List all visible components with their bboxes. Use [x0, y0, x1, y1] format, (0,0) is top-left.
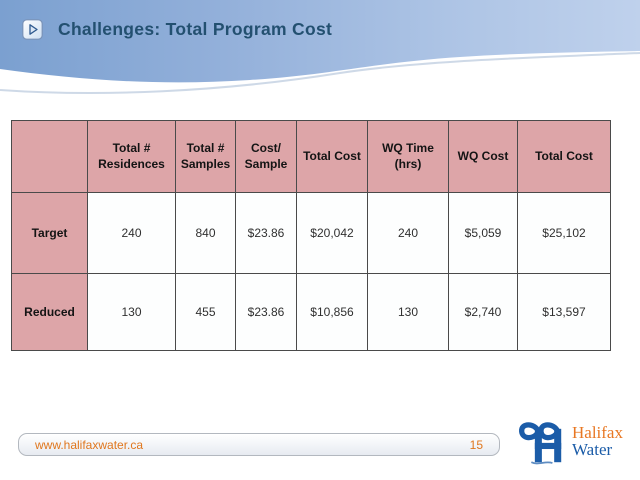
header-wave: [0, 0, 640, 96]
logo-halifax-label: Halifax: [572, 422, 623, 442]
logo-text: Halifax Water: [572, 422, 623, 459]
table-header-cell: Total Cost: [517, 120, 611, 193]
table-header-row: Total # Residences Total # Samples Cost/…: [11, 120, 611, 193]
table-header-cell: Cost/ Sample: [235, 120, 297, 193]
page-title: Challenges: Total Program Cost: [58, 19, 333, 39]
table-header-cell: Total # Residences: [87, 120, 176, 193]
table-cell: 840: [175, 192, 236, 274]
table-row: Reduced 130 455 $23.86 $10,856 130 $2,74…: [11, 273, 611, 351]
table-header-cell: Total Cost: [296, 120, 368, 193]
table-cell: $23.86: [235, 273, 297, 351]
logo-water-label: Water: [572, 440, 613, 459]
table-cell: $25,102: [517, 192, 611, 274]
table-cell: $20,042: [296, 192, 368, 274]
table-cell: $10,856: [296, 273, 368, 351]
cost-table: Total # Residences Total # Samples Cost/…: [11, 120, 611, 351]
halifax-water-logo: Halifax Water: [512, 411, 638, 473]
title-row: Challenges: Total Program Cost: [22, 19, 332, 40]
halifax-water-h-mark-icon: [519, 422, 562, 465]
table-header-cell: WQ Time (hrs): [367, 120, 449, 193]
footer-bar: www.halifaxwater.ca 15: [18, 433, 500, 456]
table-cell: $23.86: [235, 192, 297, 274]
row-label-cell: Reduced: [11, 273, 88, 351]
table-cell: 130: [87, 273, 176, 351]
table-cell: $5,059: [448, 192, 518, 274]
row-label-cell: Target: [11, 192, 88, 274]
table-cell: 455: [175, 273, 236, 351]
footer-url: www.halifaxwater.ca: [35, 437, 144, 452]
table-cell: 240: [87, 192, 176, 274]
table-header-cell: WQ Cost: [448, 120, 518, 193]
table-cell: 240: [367, 192, 449, 274]
page-number: 15: [469, 437, 483, 452]
table-cell: $2,740: [448, 273, 518, 351]
table-cell: 130: [367, 273, 449, 351]
table-row: Target 240 840 $23.86 $20,042 240 $5,059…: [11, 192, 611, 274]
table-header-cell: Total # Samples: [175, 120, 236, 193]
table-cell: $13,597: [517, 273, 611, 351]
play-bullet-icon: [22, 19, 43, 40]
table-header-cell: [11, 120, 88, 193]
